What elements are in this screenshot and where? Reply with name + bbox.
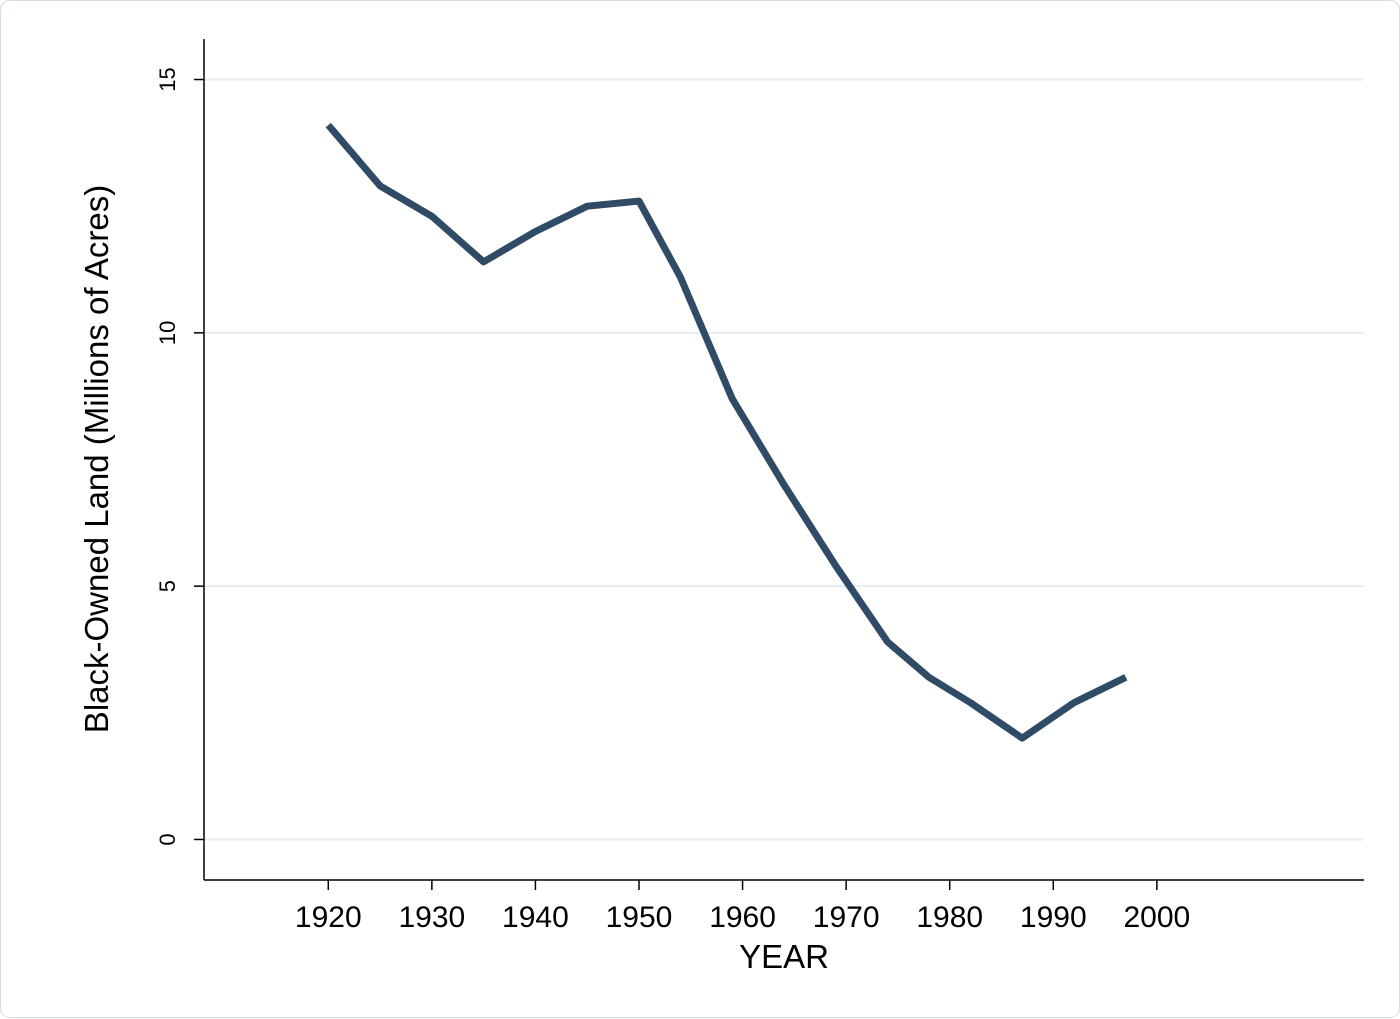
x-ticks: 1920 1930 1940 1950 1960 1970 1980 1990 2000	[295, 880, 1190, 934]
x-tick-label: 2000	[1123, 901, 1190, 934]
x-tick-label: 1960	[709, 901, 776, 934]
series-line	[325, 122, 1128, 742]
grid-lines	[204, 78, 1364, 841]
x-axis-title: YEAR	[739, 938, 829, 975]
x-tick-label: 1970	[813, 901, 880, 934]
x-tick-label: 1930	[398, 901, 465, 934]
x-tick-label: 1950	[606, 901, 673, 934]
y-axis-title: Black-Owned Land (Millions of Acres)	[78, 185, 115, 733]
y-tick-label: 5	[155, 580, 180, 592]
x-tick-label: 1940	[502, 901, 569, 934]
x-tick-label: 1990	[1020, 901, 1087, 934]
x-tick-label: 1980	[916, 901, 983, 934]
y-tick-label: 0	[155, 833, 180, 845]
y-ticks: 0 5 10 15	[155, 67, 204, 846]
y-tick-label: 10	[155, 321, 180, 345]
y-tick-label: 15	[155, 67, 180, 91]
x-tick-label: 1920	[295, 901, 362, 934]
